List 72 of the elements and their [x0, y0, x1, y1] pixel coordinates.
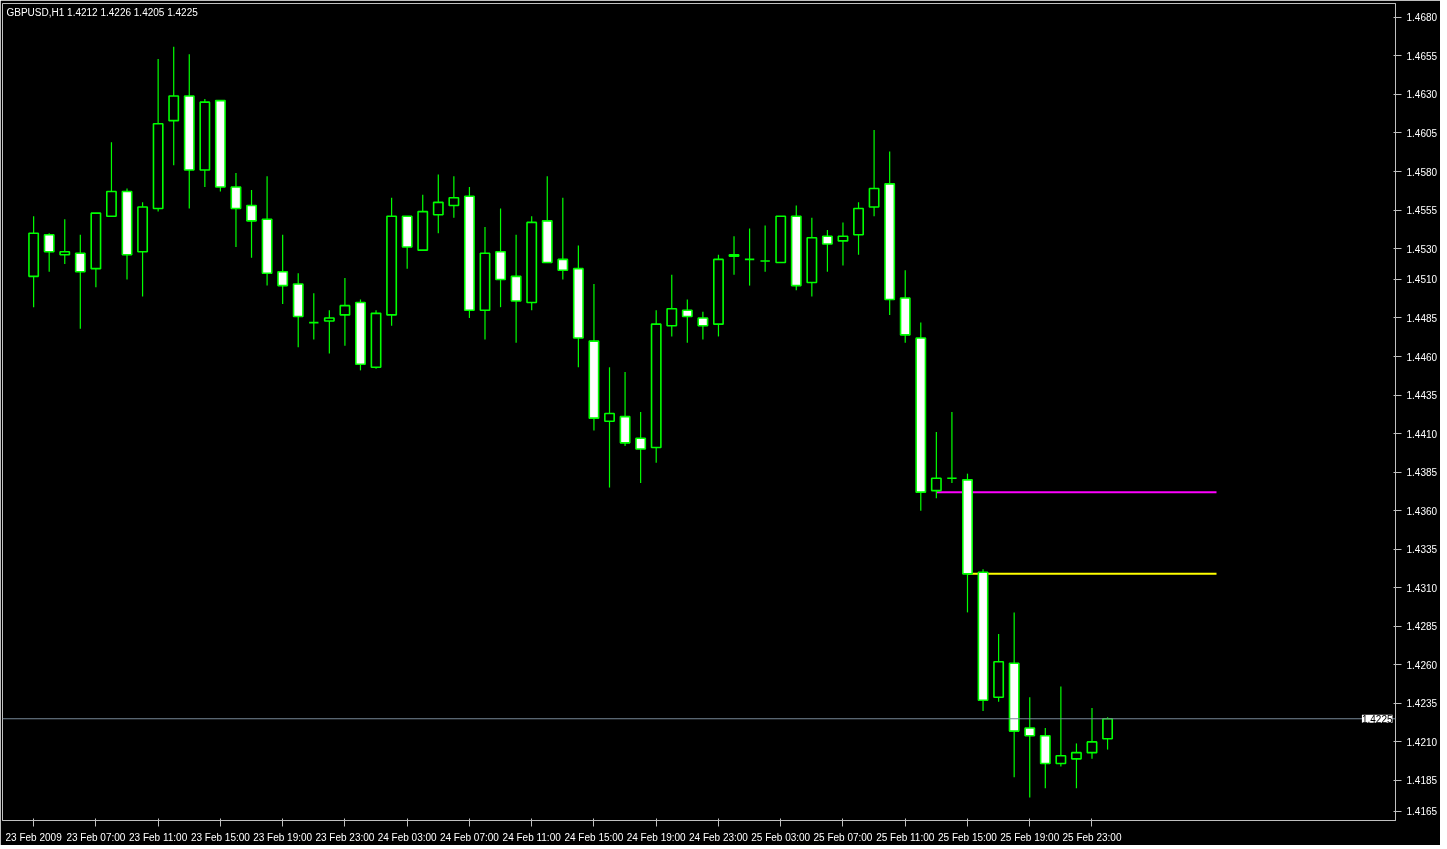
- candlestick: [59, 218, 71, 265]
- x-tick-label: 24 Feb 11:00: [502, 831, 562, 843]
- candlestick: [43, 232, 55, 273]
- y-tick-label: 1.4360: [1406, 505, 1438, 517]
- y-tick-label: 1.4510: [1406, 274, 1438, 286]
- y-tick-label: 1.4655: [1406, 50, 1438, 62]
- y-tick-label: 1.4555: [1406, 205, 1438, 217]
- x-tick-label: 24 Feb 19:00: [626, 831, 687, 843]
- x-tick-label: 24 Feb 15:00: [564, 831, 624, 843]
- candlestick: [837, 221, 849, 267]
- y-tick-label: 1.4530: [1406, 243, 1438, 255]
- candlestick: [635, 411, 647, 484]
- y-tick-label: 1.4285: [1406, 621, 1438, 633]
- y-tick-label: 1.4485: [1406, 312, 1438, 324]
- x-tick-label: 23 Feb 11:00: [129, 831, 188, 843]
- candlestick: [339, 277, 351, 347]
- candlestick: [1055, 685, 1067, 768]
- y-tick-label: 1.4630: [1406, 89, 1438, 101]
- x-tick-label: 23 Feb 2009: [5, 831, 63, 843]
- chart-title: GBPUSD,H1 1.4212 1.4226 1.4205 1.4225: [6, 6, 199, 18]
- y-tick-label: 1.4310: [1406, 582, 1438, 594]
- candlestick: [697, 311, 709, 341]
- candlestick: [1024, 696, 1036, 798]
- y-tick-label: 1.4410: [1406, 428, 1438, 440]
- candlestick: [230, 172, 242, 248]
- x-tick-label: 25 Feb 07:00: [813, 831, 873, 843]
- y-tick-label: 1.4235: [1406, 698, 1438, 710]
- y-tick-label: 1.4165: [1406, 806, 1438, 818]
- candlestick: [308, 292, 320, 341]
- y-tick-label: 1.4260: [1406, 659, 1438, 671]
- y-tick-label: 1.4460: [1406, 351, 1438, 363]
- y-tick-label: 1.4335: [1406, 544, 1438, 556]
- x-tick-label: 25 Feb 15:00: [938, 831, 998, 843]
- x-tick-label: 23 Feb 07:00: [66, 831, 126, 843]
- x-tick-label: 24 Feb 07:00: [439, 831, 500, 843]
- candlestick: [1086, 707, 1098, 760]
- x-tick-label: 24 Feb 03:00: [377, 831, 438, 843]
- y-tick-label: 1.4580: [1406, 166, 1438, 178]
- candlestick: [74, 234, 86, 330]
- candlestick: [744, 227, 756, 287]
- candlestick: [448, 175, 460, 219]
- candlestick: [728, 235, 740, 276]
- x-tick-label: 23 Feb 15:00: [190, 831, 251, 843]
- x-tick-label: 23 Feb 23:00: [315, 831, 375, 843]
- x-tick-label: 25 Feb 23:00: [1062, 831, 1122, 843]
- candlestick: [604, 366, 615, 489]
- candlestick: [930, 431, 942, 499]
- candlestick: [432, 174, 444, 234]
- y-tick-label: 1.4435: [1406, 390, 1438, 402]
- x-tick-label: 25 Feb 19:00: [1000, 831, 1060, 843]
- y-tick-label: 1.4185: [1406, 775, 1438, 787]
- candlestick: [1070, 742, 1082, 789]
- candlestick: [323, 309, 335, 355]
- candlestick: [1102, 716, 1114, 751]
- candlestick: [946, 411, 958, 484]
- x-tick-label: 25 Feb 11:00: [876, 831, 935, 843]
- x-tick-label: 24 Feb 23:00: [688, 831, 749, 843]
- candlestick: [666, 274, 678, 338]
- x-tick-label: 23 Feb 19:00: [253, 831, 313, 843]
- candlestick: [821, 229, 833, 273]
- y-tick-label: 1.4680: [1406, 12, 1438, 24]
- candlestick: [759, 224, 771, 273]
- candlestick: [557, 197, 569, 281]
- candlestick: [246, 189, 257, 259]
- candlestick: [868, 129, 880, 217]
- candlestick: [277, 234, 289, 305]
- x-tick-label: 25 Feb 03:00: [751, 831, 811, 843]
- ref-line-label: 1.4225: [1361, 713, 1393, 725]
- y-tick-label: 1.4605: [1406, 127, 1438, 139]
- candlestick: [681, 298, 693, 344]
- y-tick-label: 1.4210: [1406, 736, 1438, 748]
- y-tick-label: 1.4385: [1406, 467, 1438, 479]
